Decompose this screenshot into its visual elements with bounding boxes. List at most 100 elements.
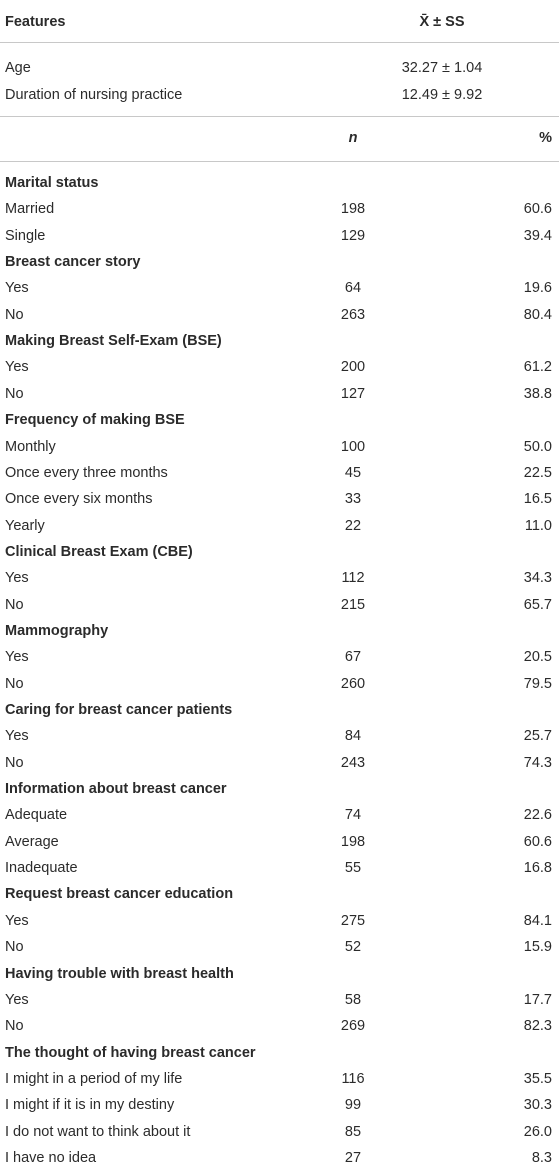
- row-n: 52: [344, 939, 362, 956]
- row-percent: 60.6: [523, 201, 552, 218]
- row-percent: 60.6: [523, 833, 552, 850]
- row-percent: 80.4: [523, 306, 552, 323]
- row-percent: 20.5: [523, 649, 552, 666]
- row-n: 55: [344, 860, 362, 877]
- row-value: 12.49 ± 9.92: [401, 87, 483, 103]
- row-label: Yes: [5, 570, 29, 587]
- row-label: I might in a period of my life: [5, 1070, 183, 1087]
- row-label: No: [5, 385, 24, 402]
- row-percent: 30.3: [523, 1097, 552, 1114]
- row-percent: 19.6: [523, 280, 552, 297]
- row-n: 269: [340, 1018, 366, 1035]
- row-n: 64: [344, 280, 362, 297]
- row-percent: 79.5: [523, 675, 552, 692]
- row-percent: 22.5: [523, 464, 552, 481]
- group-title: Making Breast Self-Exam (BSE): [5, 333, 222, 350]
- row-label: Monthly: [5, 438, 56, 455]
- row-percent: 17.7: [523, 991, 552, 1008]
- row-label: Yes: [5, 991, 29, 1008]
- row-label: No: [5, 596, 24, 613]
- row-percent: 38.8: [523, 385, 552, 402]
- row-label: No: [5, 754, 24, 771]
- row-percent: 74.3: [523, 754, 552, 771]
- row-label: Age: [5, 60, 31, 76]
- row-n: 100: [340, 438, 366, 455]
- row-percent: 8.3: [531, 1150, 552, 1166]
- row-n: 99: [344, 1097, 362, 1114]
- row-label: Single: [5, 227, 46, 244]
- row-n: 85: [344, 1123, 362, 1140]
- row-percent: 15.9: [523, 939, 552, 956]
- row-n: 67: [344, 649, 362, 666]
- row-n: 33: [344, 491, 362, 508]
- rule: [0, 116, 559, 117]
- row-label: Yes: [5, 280, 29, 297]
- row-label: Duration of nursing practice: [5, 87, 183, 103]
- row-label: Average: [5, 833, 59, 850]
- row-label: Adequate: [5, 807, 68, 824]
- header-percent: %: [539, 130, 552, 146]
- row-label: Once every six months: [5, 491, 153, 508]
- group-title: Request breast cancer education: [5, 886, 234, 903]
- group-title: Information about breast cancer: [5, 781, 227, 798]
- row-n: 198: [340, 833, 366, 850]
- row-label: Inadequate: [5, 860, 78, 877]
- row-n: 74: [344, 807, 362, 824]
- row-percent: 82.3: [523, 1018, 552, 1035]
- row-n: 263: [340, 306, 366, 323]
- row-percent: 39.4: [523, 227, 552, 244]
- row-percent: 35.5: [523, 1070, 552, 1087]
- row-percent: 61.2: [523, 359, 552, 376]
- group-title: The thought of having breast cancer: [5, 1044, 256, 1061]
- row-n: 27: [344, 1150, 362, 1166]
- row-percent: 16.5: [523, 491, 552, 508]
- row-percent: 65.7: [523, 596, 552, 613]
- row-n: 260: [340, 675, 366, 692]
- group-title: Having trouble with breast health: [5, 965, 234, 982]
- row-label: Yes: [5, 728, 29, 745]
- row-label: I do not want to think about it: [5, 1123, 191, 1140]
- row-n: 116: [341, 1070, 365, 1087]
- rule: [0, 161, 559, 162]
- row-percent: 25.7: [523, 728, 552, 745]
- row-label: I might if it is in my destiny: [5, 1097, 175, 1114]
- row-label: No: [5, 675, 24, 692]
- row-label: Once every three months: [5, 464, 168, 481]
- row-label: No: [5, 939, 24, 956]
- row-n: 275: [340, 912, 366, 929]
- row-n: 58: [344, 991, 362, 1008]
- row-percent: 84.1: [523, 912, 552, 929]
- row-n: 215: [340, 596, 366, 613]
- row-label: Married: [5, 201, 55, 218]
- row-n: 45: [344, 464, 362, 481]
- row-n: 84: [344, 728, 362, 745]
- row-percent: 34.3: [523, 570, 552, 587]
- row-n: 200: [340, 359, 366, 376]
- row-n: 112: [341, 570, 365, 587]
- group-title: Caring for breast cancer patients: [5, 702, 233, 719]
- row-n: 129: [340, 227, 366, 244]
- row-label: Yearly: [5, 517, 45, 534]
- row-percent: 26.0: [523, 1123, 552, 1140]
- row-value: 32.27 ± 1.04: [401, 60, 483, 76]
- row-n: 243: [340, 754, 366, 771]
- group-title: Breast cancer story: [5, 254, 141, 271]
- row-label: I have no idea: [5, 1150, 97, 1166]
- row-n: 127: [340, 385, 366, 402]
- header-features: Features: [5, 14, 66, 30]
- header-n: n: [348, 130, 358, 146]
- row-label: No: [5, 306, 24, 323]
- row-label: Yes: [5, 359, 29, 376]
- row-n: 22: [344, 517, 362, 534]
- row-percent: 50.0: [523, 438, 552, 455]
- rule: [0, 42, 559, 43]
- row-n: 198: [340, 201, 366, 218]
- row-percent: 22.6: [523, 807, 552, 824]
- group-title: Clinical Breast Exam (CBE): [5, 543, 193, 560]
- group-title: Mammography: [5, 622, 109, 639]
- group-title: Marital status: [5, 175, 99, 191]
- header-stat: X̄ ± SS: [419, 14, 465, 30]
- row-label: No: [5, 1018, 24, 1035]
- row-percent: 16.8: [523, 860, 552, 877]
